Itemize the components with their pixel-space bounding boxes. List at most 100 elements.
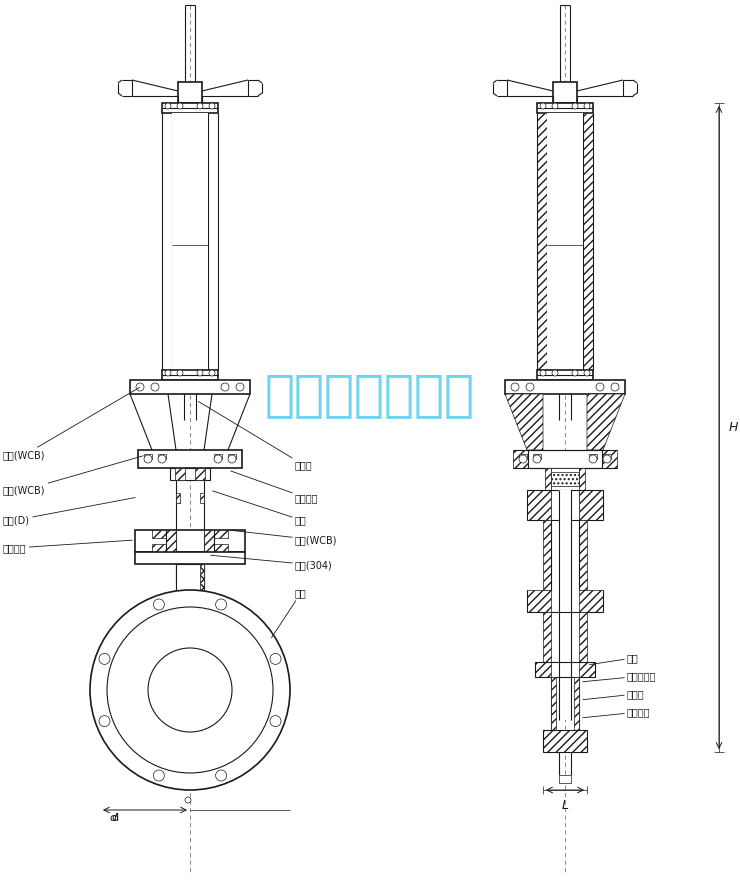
Bar (162, 103, 218, 113)
Circle shape (552, 370, 558, 376)
Bar (537, 103, 593, 113)
Circle shape (185, 797, 191, 803)
Circle shape (197, 370, 203, 376)
Circle shape (99, 653, 110, 664)
Bar (138, 450, 242, 468)
Bar (602, 450, 617, 468)
Text: 丁晴橡胶: 丁晴橡胶 (583, 707, 650, 718)
Circle shape (153, 599, 164, 610)
Circle shape (526, 383, 534, 391)
Circle shape (148, 648, 232, 732)
Bar (547, 113, 583, 370)
Circle shape (236, 383, 244, 391)
Text: 司太金合金: 司太金合金 (583, 671, 656, 682)
Bar (152, 544, 166, 552)
Text: H: H (729, 420, 739, 434)
Bar (551, 468, 579, 490)
Bar (527, 590, 551, 612)
Text: 闸板(304): 闸板(304) (211, 556, 333, 570)
Circle shape (107, 607, 273, 773)
Bar (579, 520, 587, 590)
Bar (170, 468, 210, 480)
Bar (579, 468, 585, 490)
Circle shape (215, 770, 226, 781)
Text: 密封: 密封 (590, 653, 639, 665)
Bar (214, 544, 228, 552)
Bar (589, 454, 597, 459)
Circle shape (572, 103, 578, 109)
Text: d: d (112, 813, 118, 823)
Circle shape (572, 370, 578, 376)
Bar (543, 520, 551, 590)
Text: 上盖(WCB): 上盖(WCB) (3, 456, 144, 495)
Bar (543, 730, 587, 752)
Text: L: L (562, 798, 568, 812)
Bar (162, 370, 218, 380)
Circle shape (270, 653, 281, 664)
Bar (559, 775, 571, 783)
Text: 斧孔: 斧孔 (272, 588, 307, 638)
Circle shape (158, 455, 166, 463)
Bar (579, 662, 595, 677)
Bar (559, 490, 571, 720)
Bar (537, 370, 593, 380)
Bar (228, 454, 236, 459)
Circle shape (533, 455, 541, 463)
Circle shape (209, 370, 215, 376)
Bar (176, 564, 204, 714)
Text: 填料: 填料 (212, 491, 307, 525)
Circle shape (99, 716, 110, 727)
Circle shape (165, 103, 171, 109)
Circle shape (603, 455, 611, 463)
Bar (579, 590, 603, 612)
Bar (551, 472, 579, 486)
Bar (513, 450, 528, 468)
Bar (204, 530, 214, 552)
Circle shape (540, 103, 546, 109)
Bar (579, 612, 587, 662)
Bar (176, 564, 204, 744)
Bar (175, 468, 185, 480)
Bar (200, 564, 204, 684)
Bar (519, 454, 527, 459)
Bar (135, 530, 245, 552)
Circle shape (584, 103, 590, 109)
Text: 阀体(WCB): 阀体(WCB) (231, 530, 337, 545)
Text: 支架(WCB): 支架(WCB) (3, 387, 140, 460)
Circle shape (596, 383, 604, 391)
Bar (603, 454, 611, 459)
Bar (533, 454, 541, 459)
Circle shape (209, 103, 215, 109)
Bar (130, 380, 250, 394)
Text: 凸出部分: 凸出部分 (3, 540, 132, 553)
Circle shape (214, 455, 222, 463)
Circle shape (584, 370, 590, 376)
Circle shape (215, 599, 226, 610)
Bar (527, 490, 551, 520)
Circle shape (165, 370, 171, 376)
Bar (551, 490, 579, 520)
Circle shape (552, 103, 558, 109)
Bar (158, 454, 166, 459)
Bar (214, 454, 222, 459)
Bar (176, 493, 180, 503)
Circle shape (177, 370, 183, 376)
Text: 上海沪山阀门厂: 上海沪山阀门厂 (265, 371, 475, 419)
Bar (214, 530, 228, 538)
Bar (543, 612, 551, 662)
Circle shape (611, 383, 619, 391)
Circle shape (589, 455, 597, 463)
Circle shape (153, 770, 164, 781)
Circle shape (90, 590, 290, 790)
Circle shape (197, 103, 203, 109)
Circle shape (511, 383, 519, 391)
Circle shape (221, 383, 229, 391)
Bar (172, 113, 208, 370)
Bar (574, 677, 579, 730)
Bar (553, 82, 577, 103)
Circle shape (151, 383, 159, 391)
Circle shape (540, 370, 546, 376)
Bar (144, 454, 152, 459)
Bar (195, 468, 205, 480)
Text: 氟橡胶: 氟橡胶 (583, 689, 645, 700)
